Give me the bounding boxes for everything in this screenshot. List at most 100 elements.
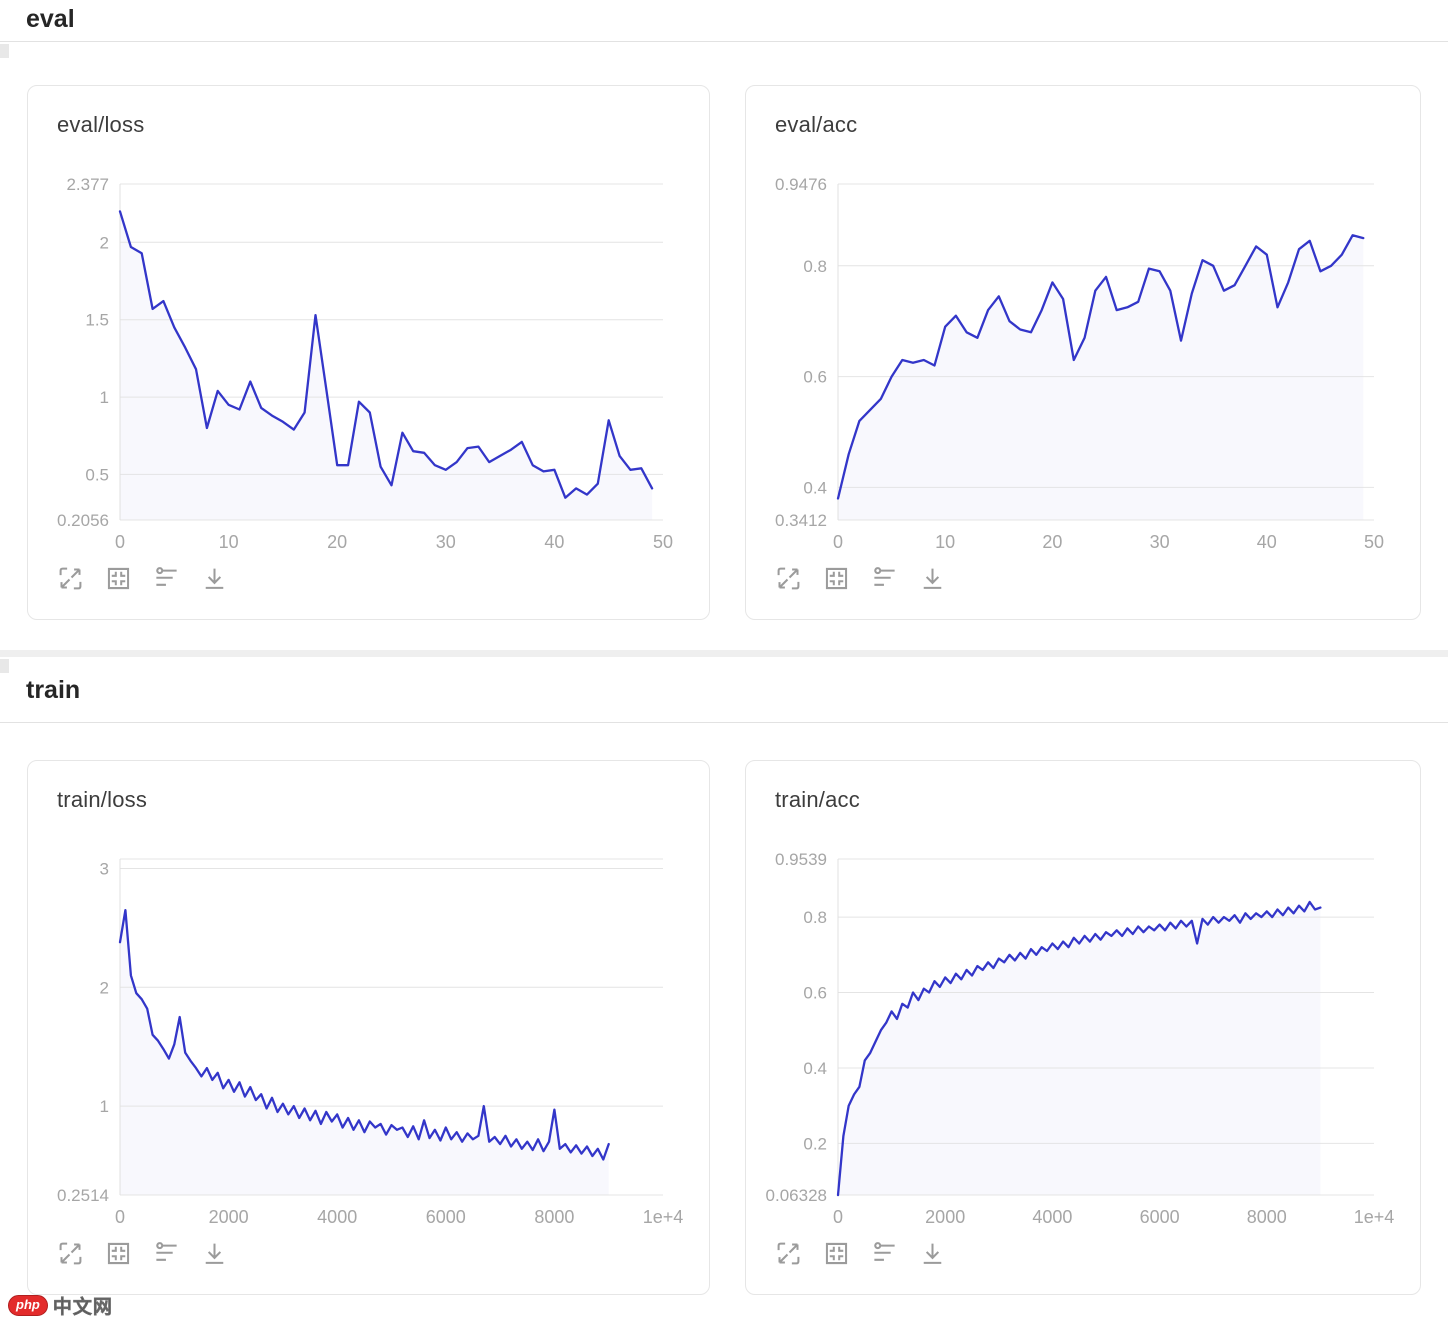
svg-text:6000: 6000	[426, 1207, 466, 1227]
chart-plot-eval-acc[interactable]: 0.9476 0.8 0.6 0.4 0.3412 0 10 20 30 40 50	[746, 178, 1420, 558]
section-title: eval	[26, 5, 75, 33]
svg-text:20: 20	[327, 532, 347, 552]
section-header-eval: eval	[0, 0, 1448, 42]
fit-view-icon	[825, 1242, 848, 1265]
svg-text:0.8: 0.8	[803, 908, 827, 927]
fullscreen-button[interactable]	[775, 565, 802, 592]
chart-toolbar	[775, 1240, 1420, 1267]
svg-text:0.2: 0.2	[803, 1134, 827, 1153]
chart-plot-train-acc[interactable]: 0.9539 0.8 0.6 0.4 0.2 0.06328 0 2000 4000 6000 80…	[746, 853, 1420, 1233]
section-header-train: train	[0, 657, 1448, 723]
chart-card-train-acc: train/acc 0.9539 0.8 0.6 0.4 0.2 0.06328 0 2000…	[745, 760, 1421, 1295]
chart-plot-eval-loss[interactable]: 2.377 2 1.5 1 0.5 0.2056 0 10 20 30 40 50	[28, 178, 709, 558]
svg-text:1.5: 1.5	[85, 311, 109, 330]
svg-text:0.9539: 0.9539	[775, 853, 827, 869]
svg-text:2: 2	[100, 233, 109, 252]
svg-text:0.8: 0.8	[803, 257, 827, 276]
fit-view-icon	[107, 567, 130, 590]
php-site-name: 中文网	[52, 1297, 113, 1319]
fit-view-icon	[107, 1242, 130, 1265]
svg-text:10: 10	[935, 532, 955, 552]
svg-text:2000: 2000	[925, 1207, 965, 1227]
download-button[interactable]	[919, 1240, 946, 1267]
svg-text:40: 40	[544, 532, 564, 552]
svg-text:0: 0	[833, 532, 843, 552]
svg-text:4000: 4000	[317, 1207, 357, 1227]
svg-text:0.9476: 0.9476	[775, 178, 827, 194]
svg-text:1: 1	[100, 388, 109, 407]
download-button[interactable]	[201, 565, 228, 592]
chart-card-eval-loss: eval/loss 2.377 2 1.5 1 0.5 0.2056 0 10 20 30 40 50	[27, 85, 710, 620]
section-title: train	[26, 676, 81, 704]
download-icon	[205, 568, 224, 589]
php-cn-logo: php 中文网	[8, 1292, 113, 1319]
download-icon	[205, 1243, 224, 1264]
chart-card-train-loss: train/loss 3 2 1 0.2514 0 2000 4000 6000 8000 1e+…	[27, 760, 710, 1295]
svg-text:0.6: 0.6	[803, 984, 827, 1003]
settings-sliders-button[interactable]	[871, 565, 898, 592]
svg-text:50: 50	[1364, 532, 1384, 552]
fullscreen-button[interactable]	[775, 1240, 802, 1267]
settings-sliders-icon	[874, 567, 895, 586]
settings-sliders-button[interactable]	[153, 565, 180, 592]
chart-title: train/loss	[57, 787, 148, 812]
chart-plot-train-loss[interactable]: 3 2 1 0.2514 0 2000 4000 6000 8000 1e+4	[28, 853, 709, 1233]
settings-sliders-icon	[156, 567, 177, 586]
fullscreen-icon	[777, 567, 800, 590]
svg-text:2.377: 2.377	[66, 178, 109, 194]
section-edge-notch	[0, 659, 9, 673]
svg-text:0.06328: 0.06328	[766, 1186, 827, 1205]
svg-text:0.3412: 0.3412	[775, 511, 827, 530]
svg-text:8000: 8000	[1247, 1207, 1287, 1227]
fit-view-icon	[825, 567, 848, 590]
fullscreen-icon	[777, 1242, 800, 1265]
fullscreen-button[interactable]	[57, 1240, 84, 1267]
svg-text:2000: 2000	[209, 1207, 249, 1227]
svg-text:0.2514: 0.2514	[57, 1186, 109, 1205]
svg-text:0.6: 0.6	[803, 368, 827, 387]
svg-text:30: 30	[436, 532, 456, 552]
fit-view-button[interactable]	[105, 1240, 132, 1267]
settings-sliders-icon	[156, 1242, 177, 1261]
svg-text:0: 0	[833, 1207, 843, 1227]
svg-text:40: 40	[1257, 532, 1277, 552]
fullscreen-button[interactable]	[57, 565, 84, 592]
download-icon	[923, 1243, 942, 1264]
download-icon	[923, 568, 942, 589]
fullscreen-icon	[59, 567, 82, 590]
section-divider	[0, 650, 1448, 657]
svg-text:8000: 8000	[534, 1207, 574, 1227]
svg-text:3: 3	[100, 860, 109, 879]
download-button[interactable]	[201, 1240, 228, 1267]
chart-toolbar	[775, 565, 1420, 592]
svg-text:4000: 4000	[1032, 1207, 1072, 1227]
svg-text:0: 0	[115, 532, 125, 552]
chart-title: eval/loss	[57, 112, 145, 137]
settings-sliders-button[interactable]	[153, 1240, 180, 1267]
svg-text:0.5: 0.5	[85, 465, 109, 484]
svg-text:0.2056: 0.2056	[57, 511, 109, 530]
chart-toolbar	[57, 565, 709, 592]
chart-title: eval/acc	[775, 112, 858, 137]
settings-sliders-button[interactable]	[871, 1240, 898, 1267]
fit-view-button[interactable]	[105, 565, 132, 592]
svg-text:2: 2	[100, 978, 109, 997]
svg-text:0.4: 0.4	[803, 478, 827, 497]
chart-card-eval-acc: eval/acc 0.9476 0.8 0.6 0.4 0.3412 0 10 20 30 40 5…	[745, 85, 1421, 620]
svg-text:10: 10	[219, 532, 239, 552]
fit-view-button[interactable]	[823, 1240, 850, 1267]
fullscreen-icon	[59, 1242, 82, 1265]
php-badge: php	[8, 1295, 48, 1316]
svg-text:0: 0	[115, 1207, 125, 1227]
section-edge-notch	[0, 44, 9, 58]
svg-text:30: 30	[1150, 532, 1170, 552]
fit-view-button[interactable]	[823, 565, 850, 592]
svg-text:1: 1	[100, 1097, 109, 1116]
svg-text:1e+4: 1e+4	[1354, 1207, 1395, 1227]
chart-title: train/acc	[775, 787, 860, 812]
svg-text:20: 20	[1042, 532, 1062, 552]
chart-toolbar	[57, 1240, 709, 1267]
svg-text:0.4: 0.4	[803, 1059, 827, 1078]
download-button[interactable]	[919, 565, 946, 592]
svg-text:50: 50	[653, 532, 673, 552]
